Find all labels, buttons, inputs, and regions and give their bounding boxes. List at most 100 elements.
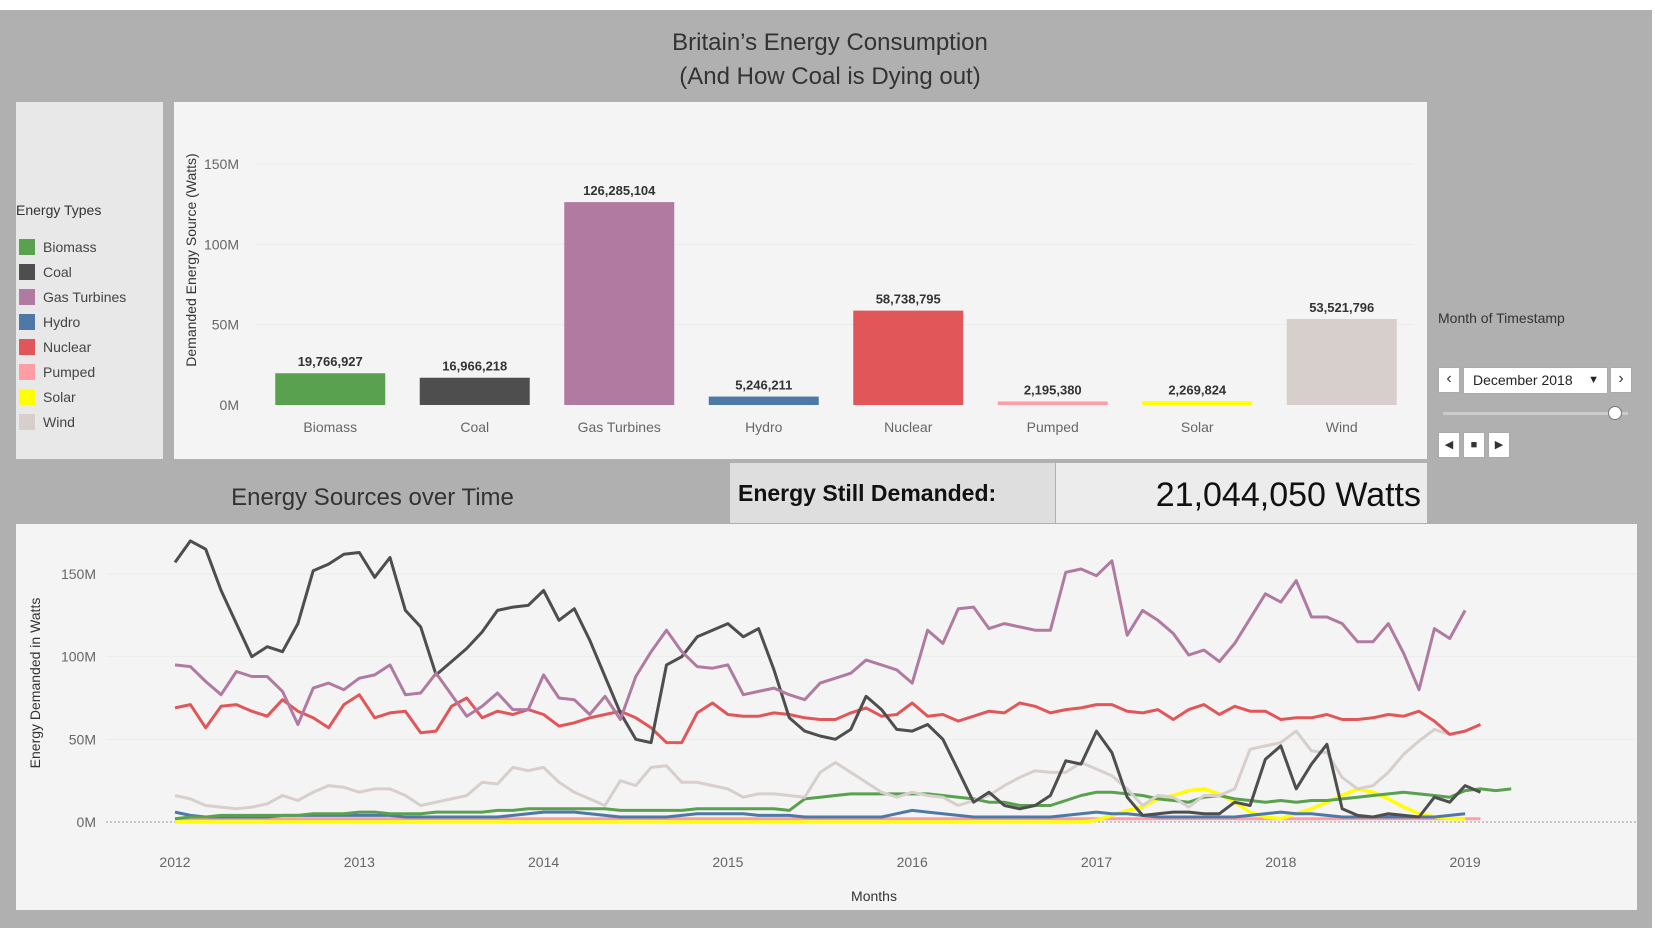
line-x-tick: 2018 <box>1265 854 1296 870</box>
bar-solar[interactable] <box>1142 401 1253 405</box>
month-dropdown-value: December 2018 <box>1473 372 1573 388</box>
bar-category-label: Wind <box>1326 419 1358 435</box>
line-chart-panel: Energy Demanded in Watts 0M 50M 100M 150M 201… <box>16 524 1637 910</box>
legend-item-gas-turbines[interactable]: Gas Turbines <box>19 284 126 309</box>
series-line-hydro[interactable] <box>174 808 1466 819</box>
bar-y-axis-label: Demanded Energy Source (Watts) <box>183 153 199 366</box>
legend-swatch <box>19 388 35 405</box>
legend-label: Biomass <box>43 238 97 255</box>
series-line-biomass[interactable] <box>174 787 1512 821</box>
play-forward-button[interactable]: ▶ <box>1488 432 1510 458</box>
legend-title: Energy Types <box>16 202 102 218</box>
legend-label: Wind <box>43 413 75 430</box>
legend-label: Pumped <box>43 363 96 380</box>
stop-icon: ■ <box>1470 439 1478 451</box>
line-x-tick: 2017 <box>1081 854 1112 870</box>
line-section-title: Energy Sources over Time <box>16 463 729 524</box>
bar-biomass[interactable] <box>275 373 386 405</box>
legend-list: Biomass Coal Gas Turbines Hydro Nuclear Pumpe… <box>19 234 126 434</box>
month-slider-thumb[interactable] <box>1608 406 1622 420</box>
bar-y-tick: 100M <box>204 236 239 252</box>
line-x-tick: 2012 <box>159 854 190 870</box>
filter-title: Month of Timestamp <box>1438 310 1565 326</box>
bar-coal[interactable] <box>419 377 530 405</box>
bar-nuclear[interactable] <box>853 310 964 405</box>
month-slider-track[interactable] <box>1443 412 1628 415</box>
month-filter: Month of Timestamp ‹ December 2018 ▼ › ◀… <box>1438 310 1638 470</box>
bar-category-label: Pumped <box>1027 419 1079 435</box>
bar-wind[interactable] <box>1286 319 1397 405</box>
dashboard-title: Britain’s Energy Consumption (And How Co… <box>560 26 1100 94</box>
bar-hydro[interactable] <box>708 396 819 405</box>
legend-swatch <box>19 313 35 330</box>
bar-value-label: 53,521,796 <box>1309 300 1374 315</box>
legend-label: Hydro <box>43 313 81 330</box>
kpi-value: 21,044,050 Watts <box>1056 463 1427 523</box>
bar-y-tick: 150M <box>204 156 239 172</box>
legend-item-wind[interactable]: Wind <box>19 409 126 434</box>
bar-category-label: Solar <box>1181 419 1214 435</box>
bar-category-label: Nuclear <box>884 419 933 435</box>
month-dropdown[interactable]: December 2018 ▼ <box>1463 367 1608 394</box>
line-x-tick: 2019 <box>1450 854 1481 870</box>
title-line-2: (And How Coal is Dying out) <box>679 63 981 90</box>
bar-value-label: 5,246,211 <box>735 378 792 393</box>
bar-chart-panel: Demanded Energy Source (Watts) 0M 50M 100M 1… <box>174 102 1427 459</box>
legend-item-hydro[interactable]: Hydro <box>19 309 126 334</box>
legend-item-solar[interactable]: Solar <box>19 384 126 409</box>
bar-gas-turbines[interactable] <box>564 202 675 405</box>
series-line-coal[interactable] <box>173 539 1482 819</box>
legend-swatch <box>19 238 35 255</box>
bar-y-tick: 50M <box>212 317 239 333</box>
legend-swatch <box>19 288 35 305</box>
legend-swatch <box>19 413 35 430</box>
chevron-right-icon: › <box>1618 370 1624 387</box>
series-line-nuclear[interactable] <box>174 693 1482 745</box>
line-x-tick: 2013 <box>344 854 375 870</box>
line-y-tick: 100M <box>61 649 96 665</box>
legend-label: Coal <box>43 263 72 280</box>
bar-category-label: Coal <box>460 419 489 435</box>
play-backward-button[interactable]: ◀ <box>1438 432 1460 458</box>
line-chart: Energy Demanded in Watts 0M 50M 100M 150M 201… <box>27 539 1636 904</box>
legend-item-nuclear[interactable]: Nuclear <box>19 334 126 359</box>
bar-value-label: 2,195,380 <box>1024 382 1082 397</box>
bar-chart: Demanded Energy Source (Watts) 0M 50M 100M 1… <box>183 153 1414 435</box>
next-month-button[interactable]: › <box>1610 367 1632 393</box>
legend-swatch <box>19 338 35 355</box>
series-line-wind[interactable] <box>174 727 1451 811</box>
kpi-label: Energy Still Demanded: <box>730 463 1055 523</box>
play-backward-icon: ◀ <box>1444 439 1454 451</box>
bar-category-label: Biomass <box>303 419 357 435</box>
legend-label: Solar <box>43 388 76 405</box>
chevron-left-icon: ‹ <box>1446 370 1452 387</box>
bar-category-label: Gas Turbines <box>578 419 661 435</box>
legend-label: Nuclear <box>43 338 92 355</box>
series-line-gas-turbines[interactable] <box>174 559 1467 726</box>
bar-value-label: 16,966,218 <box>442 359 507 374</box>
legend-item-coal[interactable]: Coal <box>19 259 126 284</box>
line-x-tick: 2014 <box>528 854 559 870</box>
legend-item-biomass[interactable]: Biomass <box>19 234 126 259</box>
line-y-axis-label: Energy Demanded in Watts <box>27 598 43 769</box>
caret-down-icon: ▼ <box>1588 374 1599 386</box>
line-x-axis-label: Months <box>851 888 897 904</box>
legend-label: Gas Turbines <box>43 288 127 305</box>
bar-value-label: 19,766,927 <box>298 354 363 369</box>
bar-pumped[interactable] <box>997 401 1108 405</box>
line-y-tick: 150M <box>61 566 96 582</box>
series-line-solar[interactable] <box>175 787 1466 824</box>
legend-panel: Energy Types Biomass Coal Gas Turbines Hydr… <box>16 102 163 459</box>
bar-y-tick: 0M <box>220 397 239 413</box>
bar-value-label: 126,285,104 <box>583 183 656 198</box>
bar-category-label: Hydro <box>745 419 783 435</box>
legend-item-pumped[interactable]: Pumped <box>19 359 126 384</box>
line-y-tick: 0M <box>77 814 96 830</box>
legend-swatch <box>19 363 35 380</box>
stop-button[interactable]: ■ <box>1463 432 1485 458</box>
bar-value-label: 2,269,824 <box>1168 382 1227 397</box>
legend-swatch <box>19 263 35 280</box>
title-line-1: Britain’s Energy Consumption <box>672 29 988 56</box>
line-x-tick: 2015 <box>712 854 743 870</box>
prev-month-button[interactable]: ‹ <box>1438 367 1460 393</box>
